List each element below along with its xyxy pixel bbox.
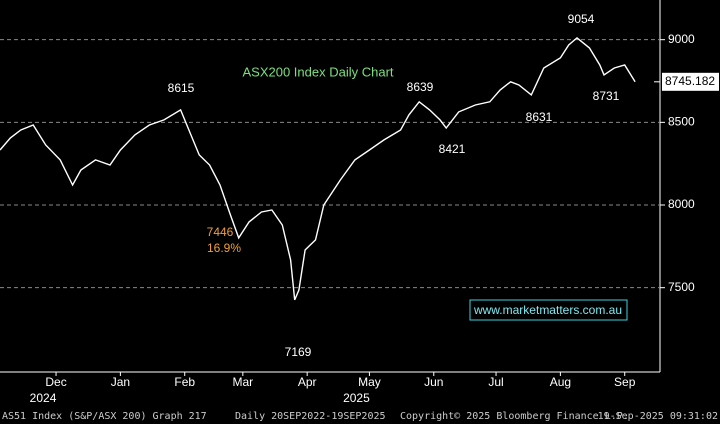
- footer: Daily 20SEP2022-19SEP2025: [235, 411, 386, 422]
- chart-title: ASX200 Index Daily Chart: [242, 64, 393, 79]
- annotation: 7446: [207, 225, 234, 239]
- x-tick-label: Jun: [424, 375, 443, 389]
- x-tick-label: Apr: [298, 375, 317, 389]
- annotation: 7169: [285, 345, 312, 359]
- watermark: www.marketmatters.com.au: [473, 303, 622, 317]
- x-tick-label: Aug: [550, 375, 571, 389]
- watermark-box: [469, 299, 628, 321]
- y-tick-label: 7500: [668, 280, 695, 294]
- y-tick-label: 8000: [668, 197, 695, 211]
- year-label: 2025: [343, 391, 370, 405]
- annotation: 8421: [439, 142, 466, 156]
- y-tick-label: 9000: [668, 32, 695, 46]
- annotation: 8639: [407, 80, 434, 94]
- price-line: [0, 36, 636, 301]
- last-price-box: [662, 72, 719, 91]
- annotation: 8631: [526, 110, 553, 124]
- footer: 19-Sep-2025 09:31:02: [598, 411, 718, 422]
- x-tick-label: Sep: [614, 375, 636, 389]
- x-tick-label: May: [358, 375, 381, 389]
- y-tick-label: 8500: [668, 115, 695, 129]
- footer: AS51 Index (S&P/ASX 200) Graph 217: [2, 411, 207, 422]
- annotation: 16.9%: [207, 241, 241, 255]
- x-tick-label: Feb: [174, 375, 195, 389]
- x-tick-label: Jan: [111, 375, 130, 389]
- footer: Copyright© 2025 Bloomberg Finance L.P.: [400, 411, 629, 422]
- year-label: 2024: [30, 391, 57, 405]
- last-price: 8745.182: [665, 74, 715, 88]
- annotation: 8615: [168, 81, 195, 95]
- annotation: 8731: [593, 89, 620, 103]
- x-tick-label: Jul: [488, 375, 503, 389]
- x-tick-label: Mar: [232, 375, 253, 389]
- annotation: 9054: [568, 12, 595, 26]
- x-tick-label: Dec: [45, 375, 66, 389]
